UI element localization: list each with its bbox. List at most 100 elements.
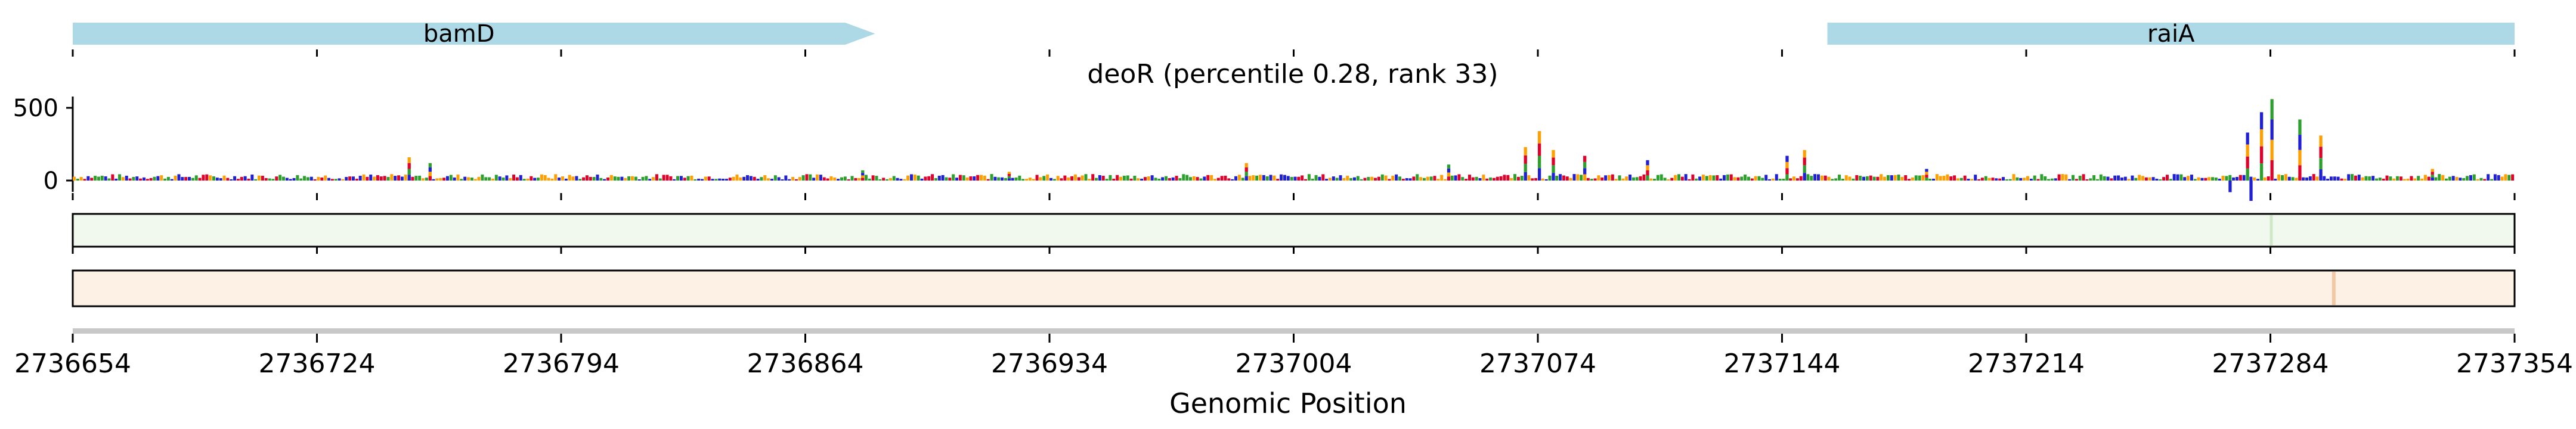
logo-mark xyxy=(707,176,711,181)
logo-mark xyxy=(2113,175,2117,181)
logo-mark xyxy=(1562,175,1565,181)
logo-mark xyxy=(453,177,456,181)
logo-mark xyxy=(1468,175,1471,181)
logo-mark xyxy=(2008,179,2012,181)
logo-mark xyxy=(1496,176,1499,181)
logo-mark xyxy=(833,177,837,181)
logo-mark xyxy=(268,178,271,181)
logo-mark xyxy=(1768,179,1772,181)
logo-mark xyxy=(1157,178,1161,181)
logo-mark xyxy=(366,176,369,181)
logo-mark xyxy=(2057,174,2061,181)
logo-mark xyxy=(2089,178,2092,181)
logo-mark xyxy=(1921,175,1925,181)
logo-mark xyxy=(390,174,394,181)
logo-mark xyxy=(400,176,404,181)
logo-mark xyxy=(1182,174,1185,181)
logo-mark xyxy=(2385,175,2389,181)
logo-mark xyxy=(1241,178,1244,181)
logo-mark xyxy=(1475,176,1478,181)
logo-mark xyxy=(1932,178,1936,181)
logo-mark xyxy=(784,175,788,181)
logo-mark xyxy=(1314,175,1318,181)
logo-mark xyxy=(132,176,135,181)
logo-mark xyxy=(564,178,568,181)
logo-mark xyxy=(896,178,899,181)
logo-peak xyxy=(1447,168,1451,173)
logo-mark xyxy=(1576,174,1580,181)
logo-mark xyxy=(697,178,701,181)
heat-track-1-marks xyxy=(2270,215,2273,245)
logo-mark xyxy=(634,176,637,181)
logo-mark xyxy=(1444,179,1447,181)
logo-mark xyxy=(456,174,460,181)
logo-mark xyxy=(788,179,791,181)
logo-mark xyxy=(1869,175,1872,181)
logo-mark xyxy=(1105,179,1109,181)
logo-mark xyxy=(1143,177,1147,181)
logo-mark xyxy=(735,174,739,181)
logo-mark xyxy=(320,177,324,181)
logo-mark xyxy=(826,178,829,181)
logo-peak xyxy=(1007,176,1011,179)
logo-mark xyxy=(533,178,537,181)
logo-mark xyxy=(2117,175,2120,181)
logo-mark xyxy=(910,174,913,181)
logo-mark xyxy=(903,179,906,181)
logo-mark xyxy=(1465,179,1468,181)
logo-peak xyxy=(1538,131,1541,144)
logo-mark xyxy=(334,179,338,181)
logo-mark xyxy=(1618,175,1621,181)
logo-mark xyxy=(156,176,160,181)
heat-track-2-box xyxy=(72,269,2516,307)
x-tick-label: 2736654 xyxy=(14,349,131,379)
logo-mark xyxy=(1349,178,1353,181)
logo-mark xyxy=(662,175,665,181)
logo-peak xyxy=(428,163,432,168)
logo-mark xyxy=(2050,178,2054,181)
logo-mark xyxy=(1073,174,1077,181)
logo-mark xyxy=(1084,174,1088,181)
logo-mark xyxy=(980,175,983,181)
logo-mark xyxy=(993,176,997,181)
logo-mark xyxy=(888,178,892,181)
logo-mark xyxy=(1593,178,1597,181)
logo-peak xyxy=(1646,165,1649,170)
logo-mark xyxy=(1872,176,1876,181)
logo-mark xyxy=(1705,176,1708,181)
logo-mark xyxy=(2078,176,2082,181)
logo-mark xyxy=(2357,175,2361,181)
logo-peak xyxy=(1785,168,1789,175)
gene-arrow-bamD xyxy=(73,23,875,45)
logo-mark xyxy=(809,174,812,181)
logo-mark xyxy=(2287,176,2291,181)
logo-mark xyxy=(892,176,896,181)
logo-mark xyxy=(299,178,303,181)
logo-mark xyxy=(958,175,962,181)
logo-mark xyxy=(1137,178,1140,181)
logo-mark xyxy=(1011,178,1014,181)
logo-mark xyxy=(1004,178,1007,181)
logo-mark xyxy=(1631,177,1635,181)
sequence-strip xyxy=(73,328,2515,334)
logo-mark xyxy=(658,178,662,181)
logo-mark xyxy=(177,174,181,181)
logo-mark xyxy=(1635,177,1639,181)
logo-mark xyxy=(1548,175,1552,181)
logo-mark xyxy=(798,177,801,181)
logo-mark xyxy=(1290,176,1293,181)
x-tick-label: 2737354 xyxy=(2456,349,2573,379)
logo-mark xyxy=(2179,174,2183,181)
logo-mark xyxy=(2277,174,2281,181)
logo-mark xyxy=(2176,174,2179,181)
logo-mark xyxy=(760,177,763,181)
logo-peak xyxy=(1583,161,1587,169)
logo-mark xyxy=(1698,176,1702,181)
logo-mark xyxy=(2138,175,2141,181)
logo-mark xyxy=(840,177,843,181)
logo-mark xyxy=(467,177,470,181)
logo-mark xyxy=(369,175,373,181)
logo-mark xyxy=(250,174,254,181)
logo-mark xyxy=(2019,178,2023,181)
logo-mark xyxy=(2064,174,2068,181)
